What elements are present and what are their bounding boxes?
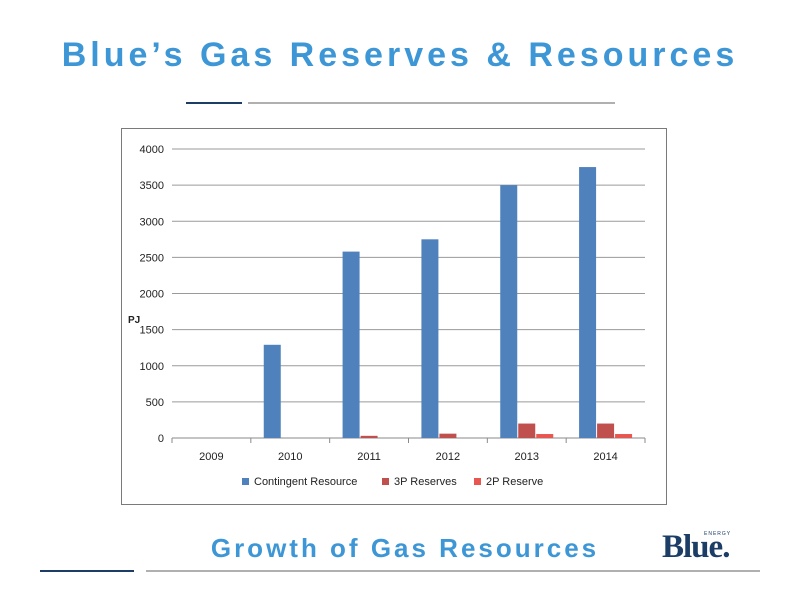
legend-label: 2P Reserve xyxy=(486,476,543,488)
logo-tagline: ENERGY xyxy=(704,531,732,537)
y-tick-label: 1000 xyxy=(140,361,164,373)
gas-reserves-bar-chart: 0 500 1000 1500 2000 2500 3000 3500 4000 PJ 2009 20… xyxy=(128,144,646,488)
y-tick-label: 3000 xyxy=(140,216,164,228)
footer-rule-light xyxy=(146,570,760,572)
bar-3p-reserves xyxy=(597,423,615,438)
bar-contingent-resource xyxy=(342,251,360,438)
y-tick-label: 3500 xyxy=(140,180,164,192)
x-tick-label: 2012 xyxy=(436,451,460,463)
bar-2p-reserve xyxy=(615,434,633,438)
legend-swatch xyxy=(242,478,249,485)
bar-contingent-resource xyxy=(421,239,439,438)
title-rule-dark xyxy=(186,102,242,104)
title-rule-light xyxy=(248,102,615,104)
y-tick-label: 2500 xyxy=(140,252,164,264)
footer-rule-dark xyxy=(40,570,134,572)
legend-swatch xyxy=(382,478,389,485)
x-tick-label: 2013 xyxy=(515,451,539,463)
bar-contingent-resource xyxy=(500,185,518,438)
x-tick-label: 2011 xyxy=(357,451,381,463)
page-title: Blue’s Gas Reserves & Resources xyxy=(61,36,739,74)
legend-label: Contingent Resource xyxy=(254,476,357,488)
blue-energy-logo: Blue. xyxy=(662,529,730,566)
x-tick-label: 2009 xyxy=(199,451,223,463)
bar-3p-reserves xyxy=(360,435,378,438)
bar-2p-reserve xyxy=(536,434,554,438)
x-tick-label: 2010 xyxy=(278,451,302,463)
bar-3p-reserves xyxy=(518,423,536,438)
y-tick-label: 1500 xyxy=(140,325,164,337)
chart-frame: 0 500 1000 1500 2000 2500 3000 3500 4000 PJ 2009 20… xyxy=(121,128,667,505)
legend-swatch xyxy=(474,478,481,485)
y-tick-label: 4000 xyxy=(140,144,164,156)
legend-label: 3P Reserves xyxy=(394,476,457,488)
page-subtitle: Growth of Gas Resources xyxy=(210,533,600,563)
bar-3p-reserves xyxy=(439,433,457,438)
x-tick-label: 2014 xyxy=(593,451,617,463)
bar-contingent-resource xyxy=(579,167,597,438)
y-tick-label: 500 xyxy=(146,397,164,409)
y-tick-label: 0 xyxy=(158,433,164,445)
logo-text: Blue xyxy=(662,529,723,565)
bar-contingent-resource xyxy=(263,344,281,438)
y-axis-label: PJ xyxy=(128,315,140,326)
logo-dot: . xyxy=(722,529,730,565)
y-tick-label: 2000 xyxy=(140,289,164,301)
